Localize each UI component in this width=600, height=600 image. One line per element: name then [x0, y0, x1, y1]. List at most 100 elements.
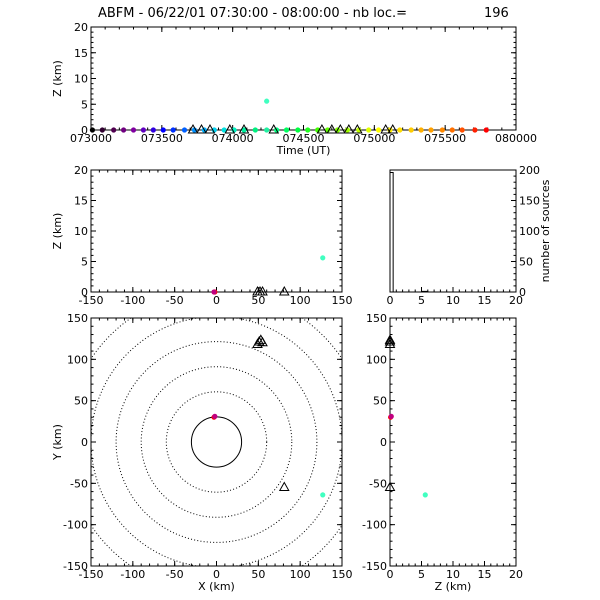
- x-tick-label: 5: [418, 294, 425, 307]
- x-tick-label: 075000: [353, 132, 395, 145]
- range-ring: [140, 366, 293, 518]
- y-tick-label: 0: [81, 286, 88, 299]
- range-ring: [115, 341, 318, 543]
- station-triangle: [257, 285, 268, 296]
- source-point: [130, 127, 137, 133]
- x-tick-label: 074000: [212, 132, 254, 145]
- x-axis-label: Time (UT): [276, 144, 331, 157]
- y-tick-label: 0: [81, 124, 88, 137]
- y-tick-label: 100: [519, 225, 540, 238]
- source-point: [181, 127, 188, 133]
- x-tick-label: -50: [166, 568, 184, 581]
- source-point: [150, 127, 156, 133]
- source-point: [408, 127, 414, 133]
- station-triangle: [380, 123, 392, 134]
- x-tick-label: 150: [332, 294, 353, 307]
- source-point: [356, 127, 362, 133]
- source-point: [324, 127, 331, 133]
- station-triangle: [268, 123, 280, 134]
- x-axis-label: X (km): [198, 580, 235, 593]
- x-tick-label: 0: [387, 294, 394, 307]
- station-triangle: [204, 123, 216, 134]
- y-tick-label: 50: [519, 256, 533, 269]
- y-tick-label: 20: [74, 21, 88, 34]
- x-tick-label: 10: [446, 568, 460, 581]
- y-tick-label: 5: [81, 98, 88, 111]
- source-point: [160, 127, 166, 133]
- y-tick-label: 200: [519, 164, 540, 177]
- source-point: [170, 127, 176, 133]
- source-point: [428, 127, 434, 133]
- source-point: [418, 127, 424, 133]
- x-tick-label: 100: [290, 294, 311, 307]
- source-point: [264, 127, 270, 133]
- x-tick-label: 073500: [141, 132, 183, 145]
- station-triangle: [278, 285, 290, 296]
- station-triangle: [187, 123, 199, 134]
- x-tick-label: 15: [478, 294, 492, 307]
- x-y-panel: -150 -100 -50 0 50 100 150 -150 -100 -50 0 50 100 150…: [51, 312, 353, 593]
- y-tick-label: 15: [74, 195, 88, 208]
- source-point: [89, 127, 96, 133]
- x-tick-label: -100: [120, 568, 145, 581]
- y-tick-label: 10: [74, 225, 88, 238]
- source-point: [140, 127, 147, 133]
- y-tick-label: 10: [74, 73, 88, 86]
- y-tick-label: 100: [67, 353, 88, 366]
- source-point: [483, 127, 489, 133]
- source-point: [449, 127, 455, 133]
- x-tick-label: 073000: [70, 132, 112, 145]
- source-point: [375, 127, 382, 133]
- x-tick-label: 20: [509, 294, 523, 307]
- source-point: [320, 492, 326, 498]
- x-tick-label: -150: [79, 568, 104, 581]
- source-point: [459, 127, 465, 133]
- source-point: [120, 127, 127, 133]
- station-triangle: [387, 123, 399, 134]
- x-tick-label: 15: [478, 568, 492, 581]
- y-tick-label: -100: [63, 519, 88, 532]
- source-count: 196: [484, 6, 509, 21]
- x-tick-label: 0: [213, 568, 220, 581]
- y-axis-label: Z (km): [51, 213, 64, 250]
- source-point: [283, 127, 290, 133]
- y-tick-label: 0: [81, 436, 88, 449]
- y-axis-label: Y (km): [51, 424, 64, 461]
- x-tick-label: 0: [213, 294, 220, 307]
- source-point: [211, 289, 217, 295]
- station-triangle: [384, 335, 396, 346]
- station-triangle: [351, 123, 363, 134]
- source-point: [422, 492, 428, 498]
- station-triangle: [384, 481, 396, 491]
- source-point: [320, 255, 326, 261]
- x-tick-label: 080000: [495, 132, 537, 145]
- y-axis-label: number of sources: [539, 179, 552, 282]
- x-tick-label: 10: [446, 294, 460, 307]
- source-point: [264, 98, 270, 104]
- source-point: [252, 127, 258, 133]
- x-tick-label: 20: [509, 568, 523, 581]
- source-point: [344, 127, 351, 133]
- y-tick-label: 50: [74, 395, 88, 408]
- source-point: [191, 127, 198, 133]
- station-triangle: [253, 335, 265, 346]
- y-tick-label: -100: [362, 519, 387, 532]
- station-triangle: [326, 123, 338, 134]
- source-point: [472, 127, 478, 133]
- source-point: [231, 127, 237, 133]
- x-tick-label: 074500: [283, 132, 325, 145]
- x-tick-label: 50: [251, 294, 265, 307]
- figure-title: ABFM - 06/22/01 07:30:00 - 08:00:00 - nb…: [98, 6, 407, 21]
- station-triangle: [196, 123, 207, 134]
- y-tick-label: 5: [81, 256, 88, 269]
- y-tick-label: 100: [366, 353, 387, 366]
- station-triangle: [343, 123, 355, 134]
- histogram-bar: [421, 290, 429, 292]
- source-point: [221, 127, 227, 133]
- y-tick-label: 150: [67, 312, 88, 325]
- source-point: [305, 127, 311, 133]
- source-point: [212, 413, 218, 419]
